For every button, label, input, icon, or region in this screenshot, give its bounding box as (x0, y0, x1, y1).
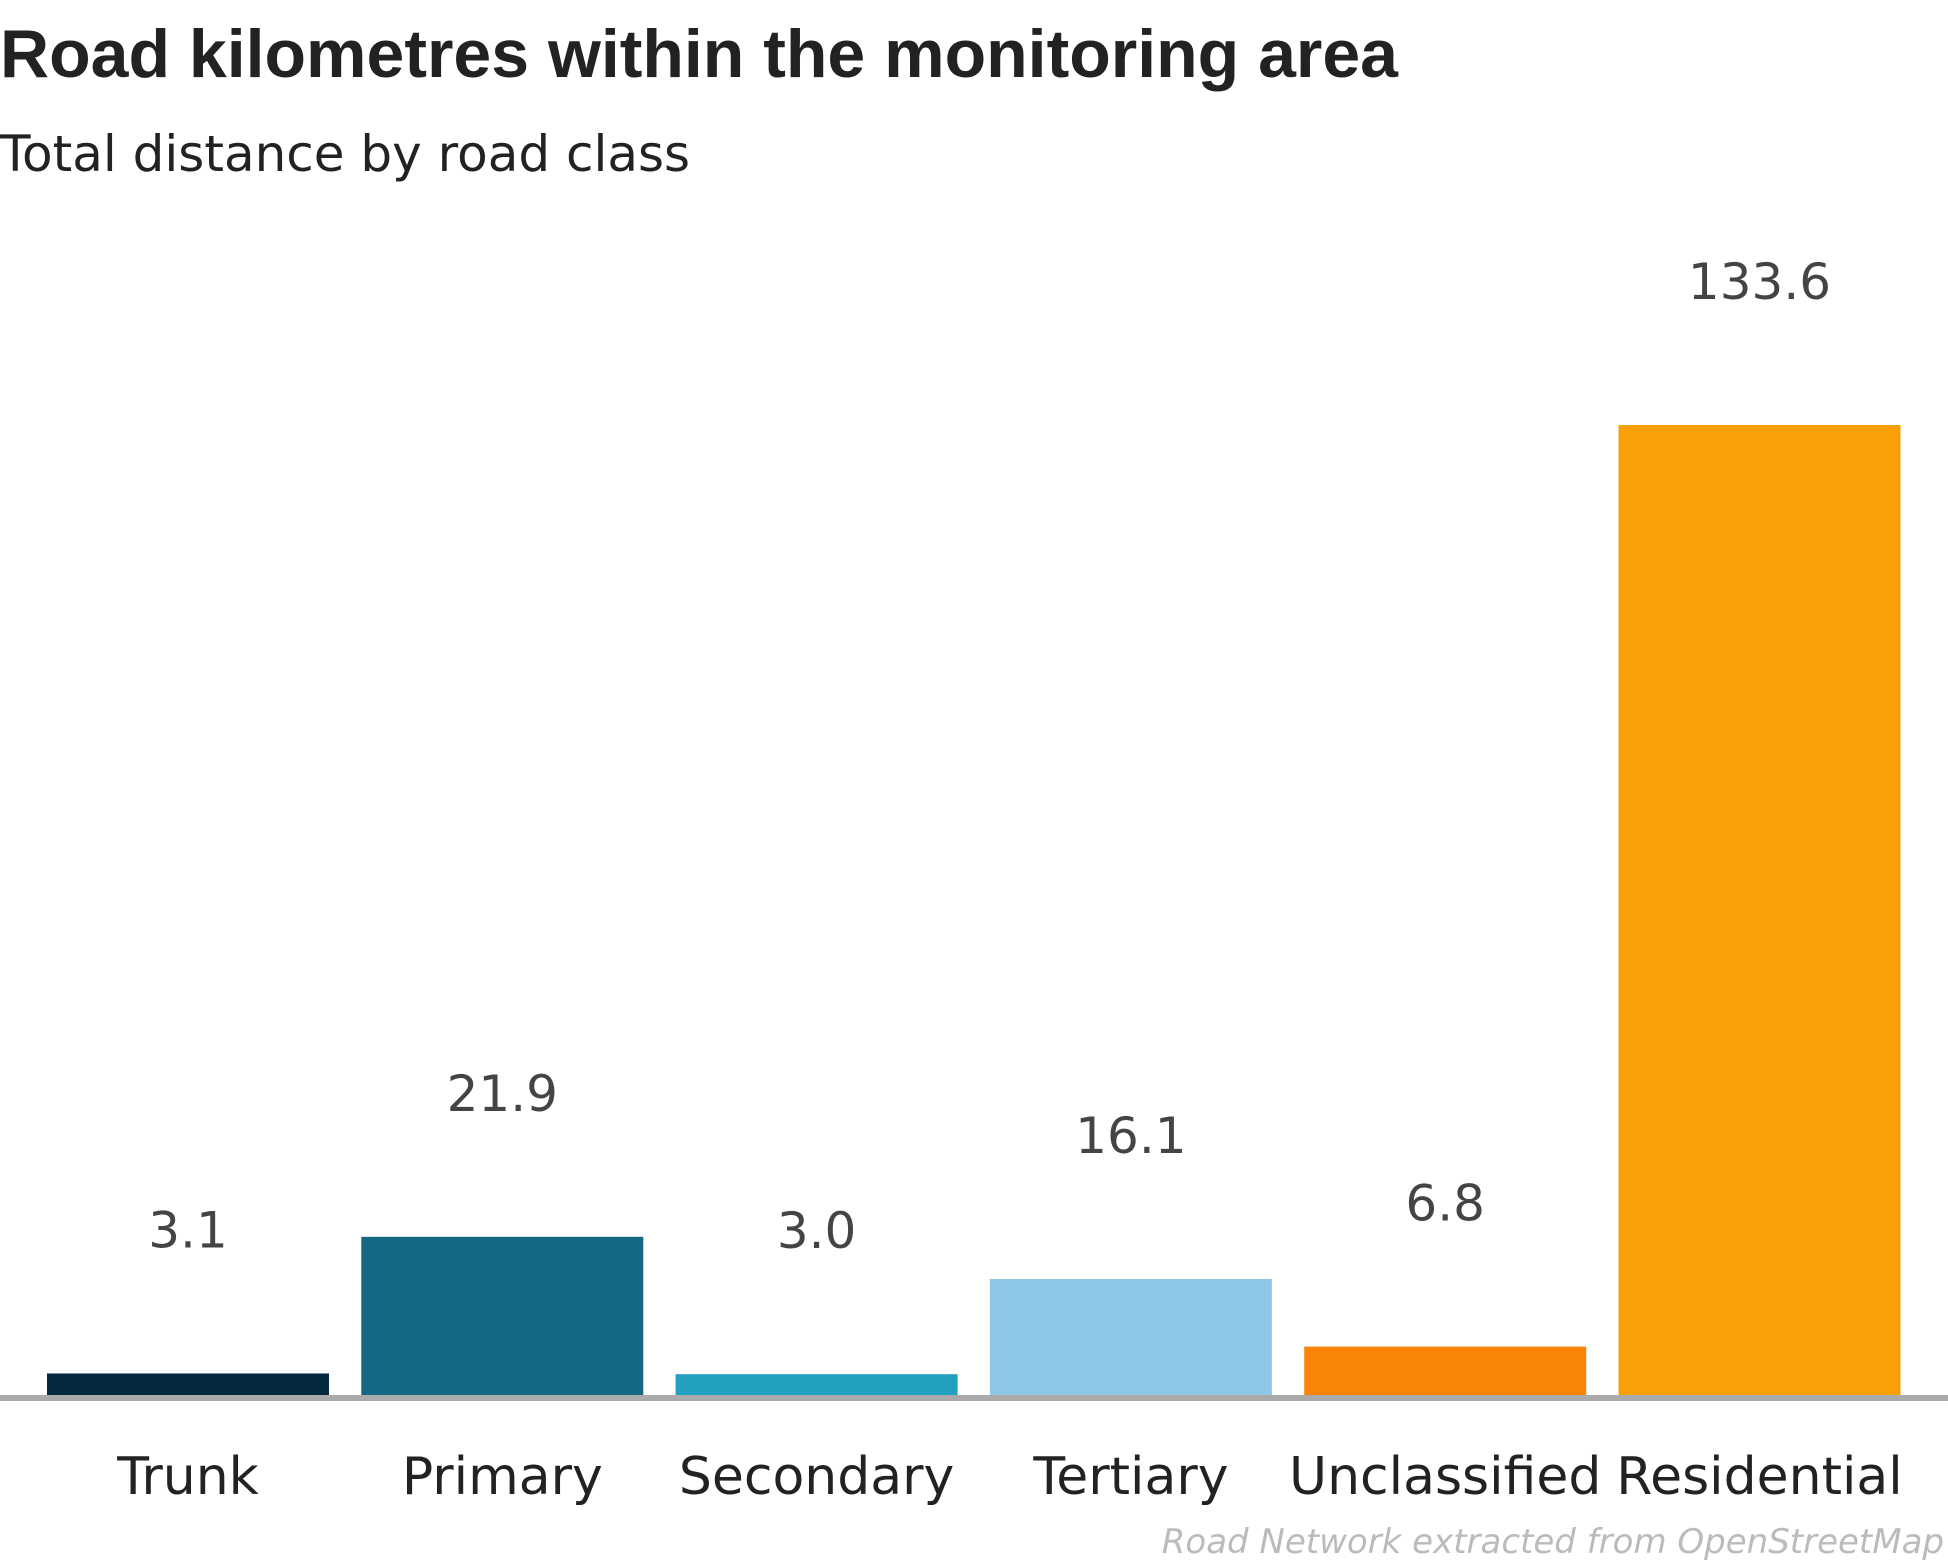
value-label-secondary: 3.0 (777, 1202, 857, 1260)
category-label-secondary: Secondary (679, 1447, 954, 1507)
bar-trunk (47, 1373, 329, 1396)
chart-title: Road kilometres within the monitoring ar… (0, 16, 1398, 92)
category-label-trunk: Trunk (116, 1447, 259, 1507)
value-label-unclassified: 6.8 (1405, 1175, 1485, 1233)
bar-primary (361, 1236, 644, 1396)
source-caption: Road Network extracted from OpenStreetMa… (1161, 1522, 1944, 1562)
bar-tertiary (989, 1278, 1272, 1396)
category-label-unclassified: Unclassified (1289, 1447, 1601, 1507)
bars-group (47, 425, 1901, 1396)
category-label-primary: Primary (402, 1447, 603, 1507)
category-labels-group: Trunk Primary Secondary Tertiary Unclassifie… (116, 1447, 1902, 1507)
value-label-tertiary: 16.1 (1075, 1107, 1186, 1165)
category-label-residential: Residential (1616, 1447, 1902, 1507)
value-labels-group: 3.1 21.9 3.0 16.1 6.8 133.6 (148, 253, 1831, 1260)
chart-subtitle: Total distance by road class (0, 125, 691, 183)
category-label-tertiary: Tertiary (1032, 1447, 1228, 1507)
value-label-trunk: 3.1 (148, 1201, 228, 1259)
bar-residential (1618, 425, 1901, 1396)
bar-unclassified (1304, 1346, 1587, 1396)
bar-secondary (675, 1374, 958, 1396)
value-label-primary: 21.9 (447, 1065, 558, 1123)
value-label-residential: 133.6 (1688, 253, 1831, 311)
